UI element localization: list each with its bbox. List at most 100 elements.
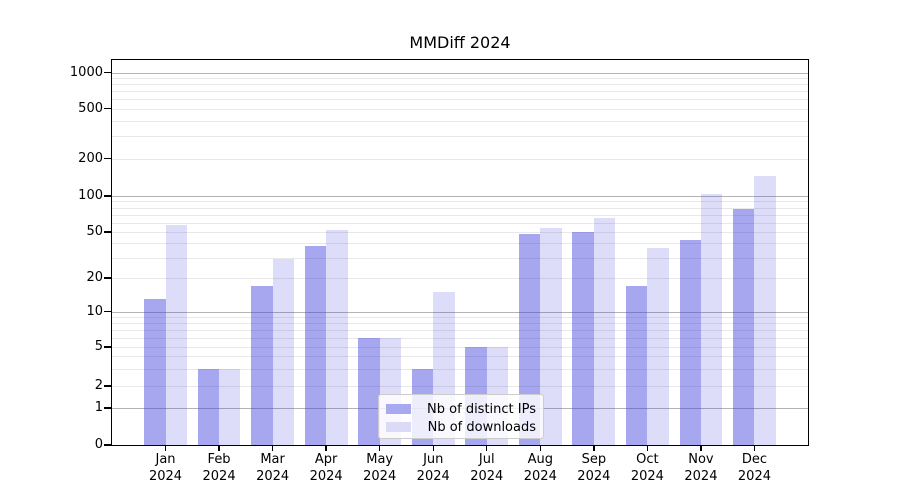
y-tick-mark [104,231,111,233]
y-tick-mark [104,157,111,160]
minor-gridline [112,77,808,79]
x-tick-mark [646,445,649,451]
x-tick-label: May 2024 [363,452,397,484]
legend-swatch-distinct-ips [386,404,411,414]
legend-label-distinct-ips: Nb of distinct IPs [427,401,536,417]
y-tick-label: 100 [78,188,103,203]
bar-downloads-apr [326,229,348,445]
x-tick-mark [218,445,220,451]
x-tick-label: Apr 2024 [309,452,343,484]
bar-distinct-ips-sep [572,232,594,445]
minor-gridline [112,214,808,216]
x-tick-mark [432,445,434,451]
chart-title: MMDiff 2024 [409,33,511,52]
bar-downloads-nov [700,194,723,445]
x-tick-label: Jun 2024 [416,452,450,484]
y-tick-label: 20 [86,270,103,285]
y-tick-mark [104,195,111,197]
minor-gridline [112,322,808,324]
minor-gridline [112,99,808,101]
bar-distinct-ips-mar [251,285,273,445]
y-tick-mark [104,71,111,74]
minor-gridline [112,386,808,387]
y-tick-mark [104,107,111,110]
y-tick-mark [104,277,111,279]
bar-downloads-jan [165,225,187,445]
x-tick-label: Dec 2024 [737,452,771,484]
x-tick-mark [593,445,595,451]
major-gridline [112,72,808,74]
bar-downloads-sep [593,218,616,445]
legend: Nb of distinct IPs Nb of downloads [378,394,544,439]
y-tick-label: 5 [94,339,103,354]
minor-gridline [112,347,808,348]
minor-gridline [112,356,808,358]
y-tick-label: 10 [86,303,103,319]
bar-downloads-mar [272,259,294,445]
bar-distinct-ips-jan [144,298,166,445]
minor-gridline [112,368,808,370]
x-tick-label: Jul 2024 [470,452,504,484]
minor-gridline [112,337,808,339]
minor-gridline [112,201,808,203]
x-tick-mark [164,445,167,451]
minor-gridline [112,84,808,86]
x-tick-label: Nov 2024 [684,452,718,484]
y-tick-label: 1 [94,400,103,415]
minor-gridline [112,257,808,259]
x-tick-label: Sep 2024 [577,452,611,484]
bar-downloads-oct [647,248,669,445]
minor-gridline [112,329,808,331]
minor-gridline [112,207,808,209]
minor-gridline [112,120,808,122]
minor-gridline [112,222,808,224]
x-tick-mark [539,445,541,451]
minor-gridline [112,232,808,233]
legend-swatch-downloads [386,422,411,432]
y-tick-mark [104,346,111,348]
x-tick-mark [486,445,488,451]
bar-distinct-ips-apr [304,245,327,445]
major-gridline [112,311,808,313]
x-tick-mark [753,445,756,451]
minor-gridline [112,316,808,318]
bar-distinct-ips-may [358,337,380,445]
minor-gridline [112,278,808,279]
x-tick-label: Jan 2024 [148,452,183,484]
minor-gridline [112,108,808,110]
minor-gridline [112,136,808,138]
y-tick-label: 1000 [69,64,103,80]
bar-downloads-dec [754,175,776,445]
x-tick-mark [271,445,274,451]
legend-label-downloads: Nb of downloads [427,419,536,435]
minor-gridline [112,91,808,93]
y-tick-mark [104,385,111,387]
bar-distinct-ips-feb [197,368,220,445]
y-tick-label: 500 [78,100,103,116]
y-tick-label: 50 [86,224,103,239]
y-tick-label: 2 [94,378,103,393]
x-tick-label: Oct 2024 [630,452,664,484]
legend-item-downloads: Nb of downloads [386,418,536,436]
major-gridline [112,196,808,197]
bar-downloads-aug [540,228,562,445]
x-tick-label: Aug 2024 [523,452,557,484]
bar-distinct-ips-dec [733,208,755,445]
legend-item-distinct-ips: Nb of distinct IPs [386,400,536,418]
minor-gridline [112,243,808,245]
bar-distinct-ips-aug [518,234,541,445]
x-tick-label: Feb 2024 [202,452,236,484]
minor-gridline [112,158,808,160]
y-tick-mark [104,407,111,409]
y-tick-label: 0 [94,437,103,452]
y-tick-label: 200 [78,150,103,166]
bar-distinct-ips-oct [625,285,648,445]
y-tick-mark [104,444,111,446]
bar-distinct-ips-nov [679,239,701,445]
x-tick-mark [378,445,381,451]
x-tick-mark [325,445,327,451]
x-tick-mark [700,445,702,451]
y-tick-mark [104,310,111,313]
plot-area: Nb of distinct IPs Nb of downloads [111,59,809,446]
